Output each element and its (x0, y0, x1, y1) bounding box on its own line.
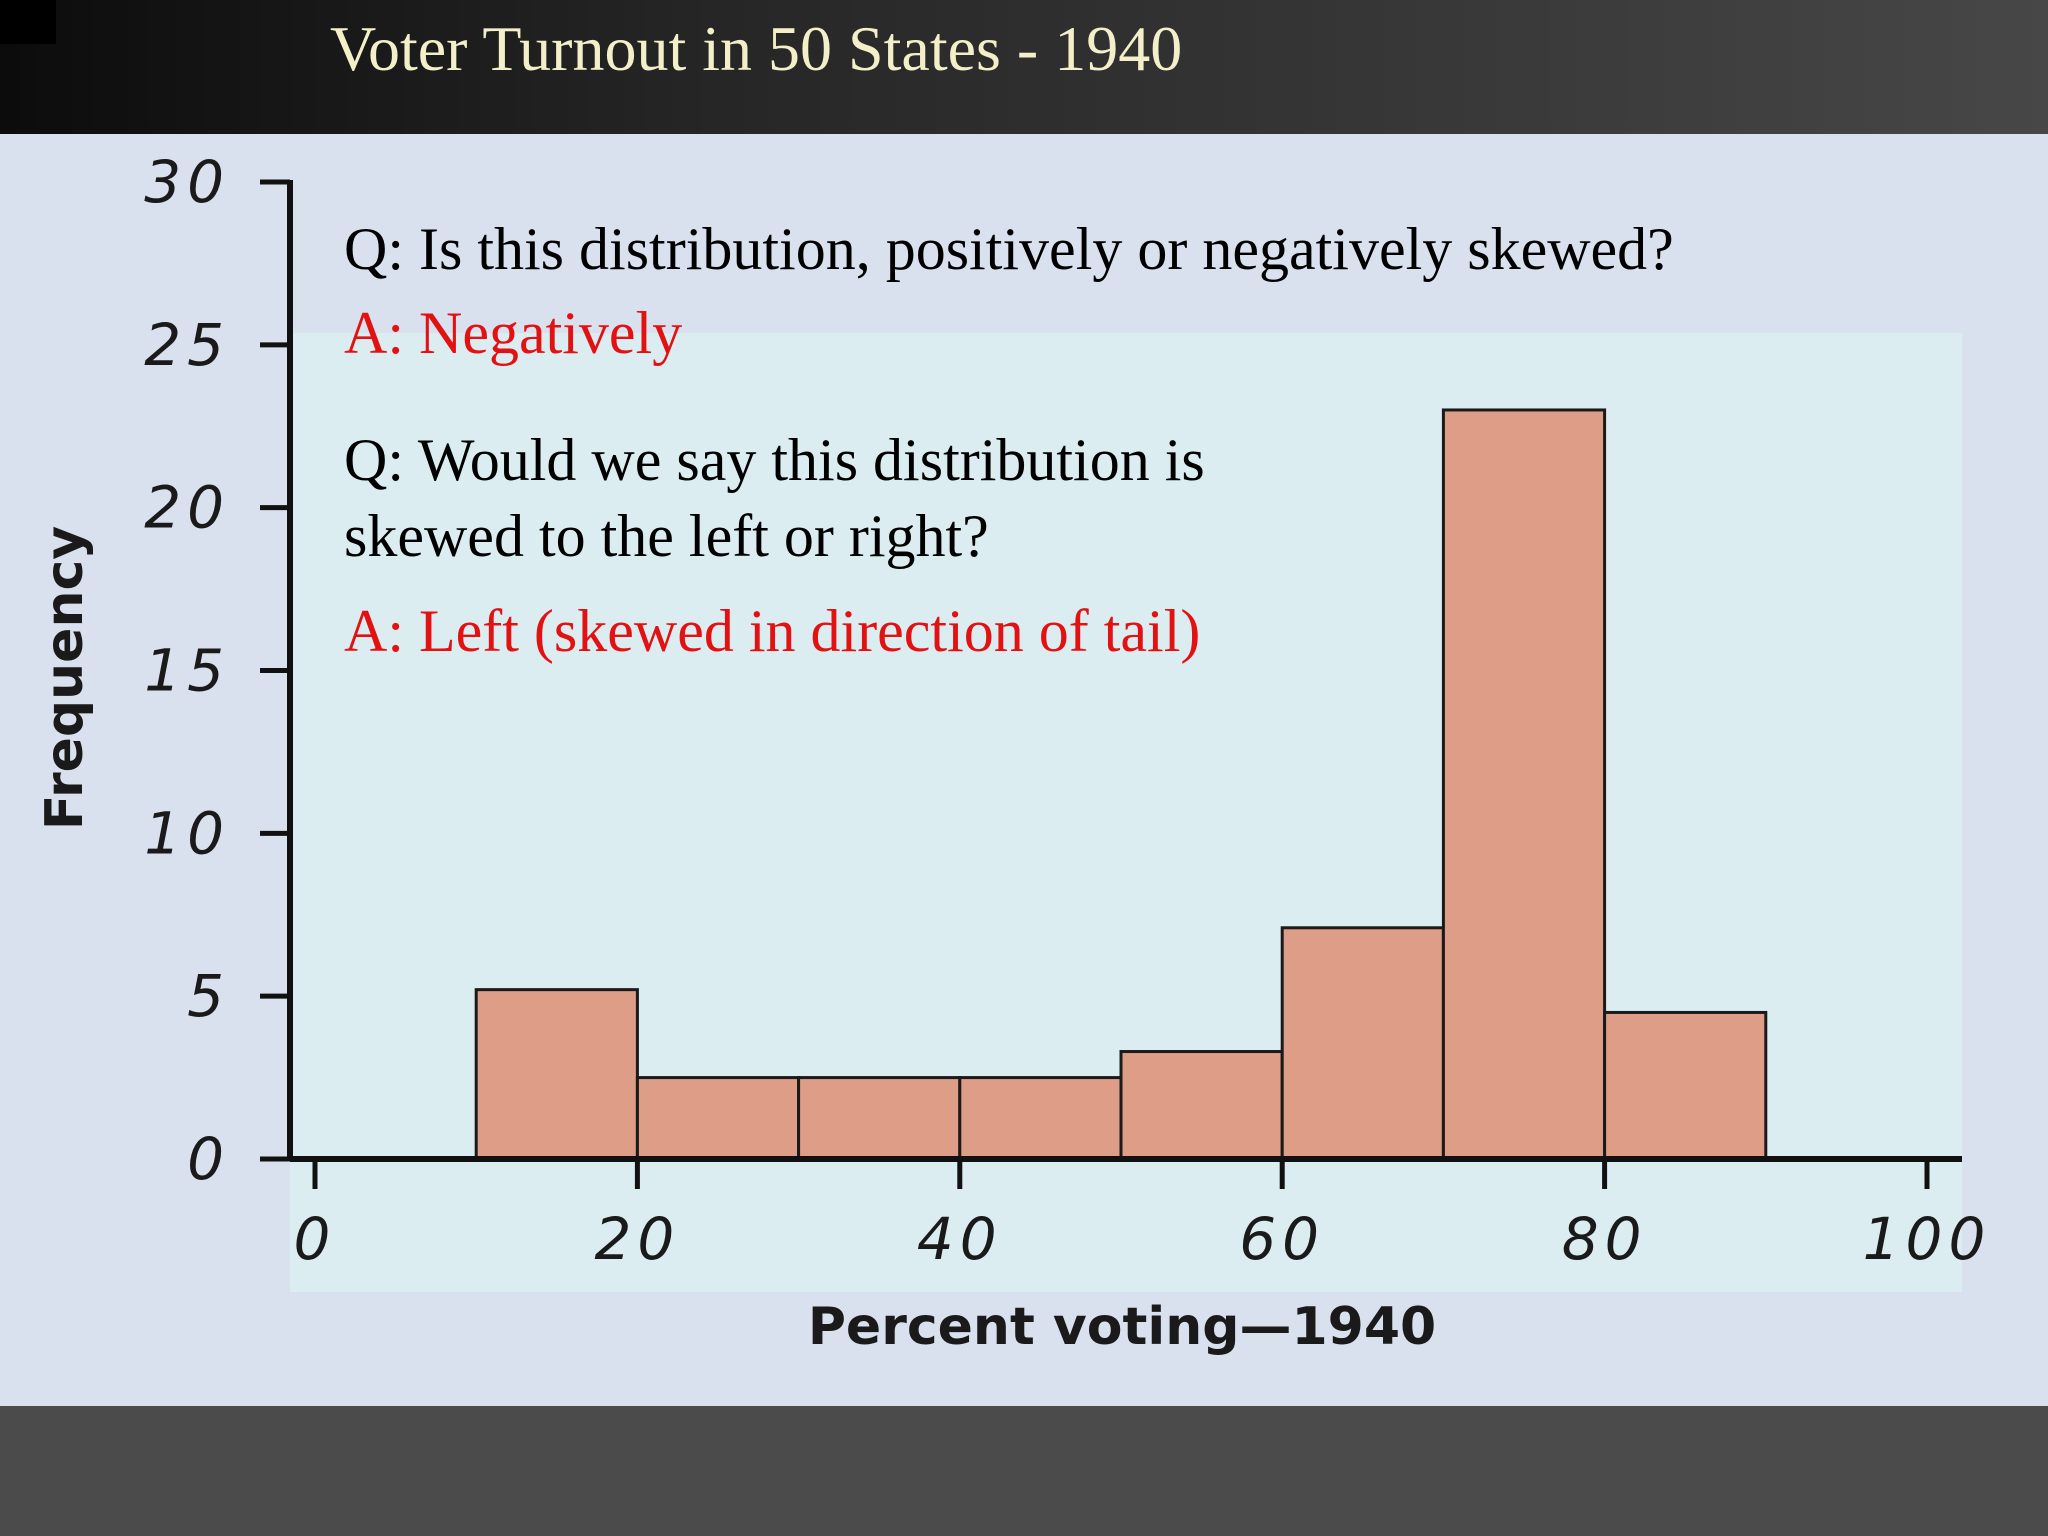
y-tick-label: 5 (187, 962, 230, 1030)
y-tick-label: 15 (144, 637, 230, 705)
y-tick-label: 25 (144, 311, 230, 379)
tick-labels: 0 5 10 15 20 25 30 0 20 40 60 80 100 (144, 148, 1992, 1273)
histogram-bars (474, 408, 1768, 1161)
chart-panel: 0 5 10 15 20 25 30 0 20 40 60 80 100 Percent voting—… (0, 134, 2048, 1406)
question-2-line-1: Q: Would we say this distribution is (344, 427, 1205, 493)
title-bar: Voter Turnout in 50 States - 1940 (0, 0, 2048, 134)
question-1: Q: Is this distribution, positively or n… (344, 216, 1674, 282)
y-tick-label: 0 (187, 1125, 230, 1193)
answer-2: A: Left (skewed in direction of tail) (344, 598, 1201, 664)
x-axis-label: Percent voting—1940 (808, 1297, 1436, 1357)
histogram-bar-2 (635, 1076, 801, 1161)
histogram-bar-3 (797, 1076, 962, 1161)
slide-title: Voter Turnout in 50 States - 1940 (330, 13, 1183, 84)
axes (260, 179, 1962, 1189)
histogram-bar-1 (474, 988, 639, 1161)
x-tick-label: 100 (1863, 1205, 1992, 1273)
question-2-line-2: skewed to the left or right? (344, 503, 989, 569)
title-corner (0, 0, 56, 44)
answer-1: A: Negatively (344, 300, 683, 366)
histogram-bar-5 (1119, 1050, 1284, 1161)
x-tick-label: 20 (594, 1205, 680, 1273)
histogram-bar-8 (1603, 1010, 1768, 1161)
footer-bar (0, 1406, 2048, 1536)
histogram-bar-6 (1280, 926, 1445, 1161)
y-tick-label: 20 (144, 474, 230, 542)
x-tick-label: 0 (294, 1205, 337, 1273)
x-tick-label: 60 (1239, 1205, 1325, 1273)
histogram-bar-7 (1441, 408, 1607, 1161)
y-axis-label: Frequency (35, 526, 95, 830)
y-tick-label: 10 (144, 799, 230, 867)
y-tick-label: 30 (144, 148, 230, 216)
histogram-chart: 0 5 10 15 20 25 30 0 20 40 60 80 100 Percent voting—… (35, 148, 1992, 1357)
x-tick-label: 80 (1562, 1205, 1648, 1273)
histogram-bar-4 (958, 1076, 1123, 1161)
x-tick-label: 40 (917, 1205, 1003, 1273)
